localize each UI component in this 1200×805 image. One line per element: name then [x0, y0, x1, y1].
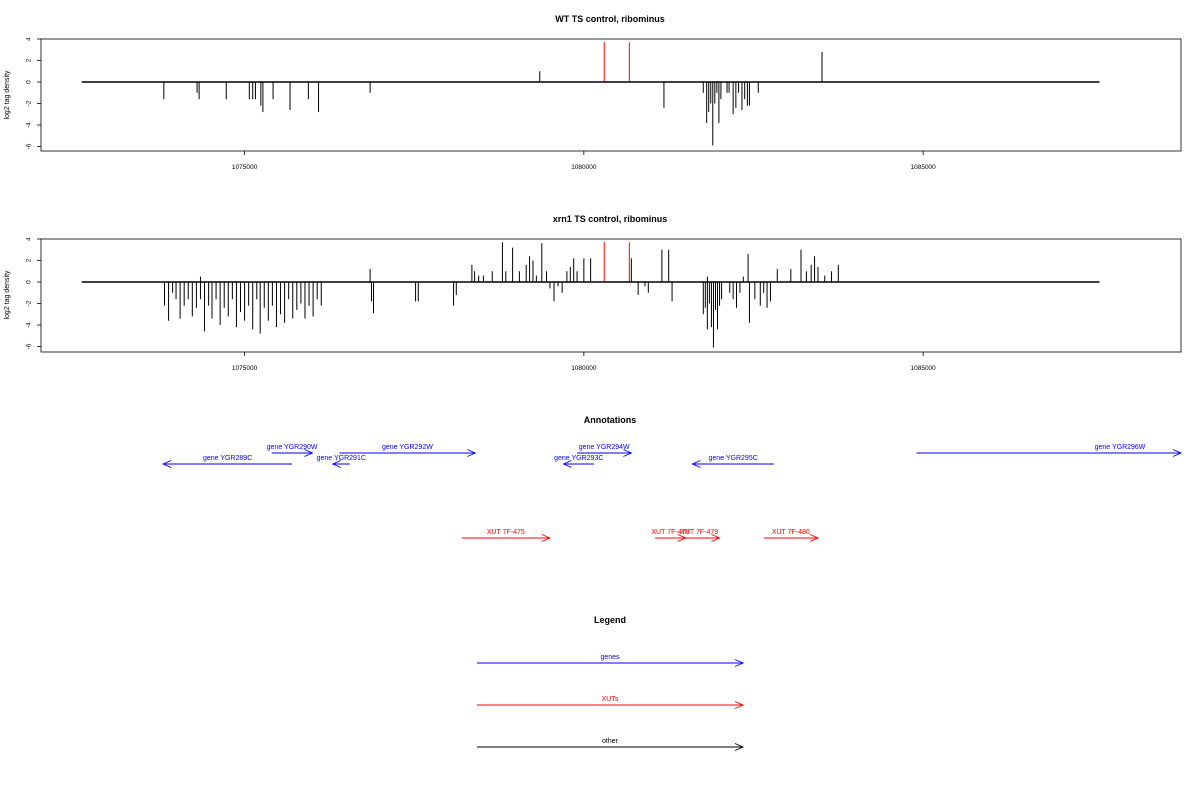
- y-tick-label: -4: [26, 122, 33, 128]
- arrow-label: gene YGR296W: [1095, 444, 1146, 451]
- arrow-label: gene YGR295C: [708, 455, 757, 462]
- x-tick-label: 1075000: [232, 365, 258, 372]
- x-tick-label: 1080000: [571, 164, 597, 171]
- gene-arrow: gene YGR294W: [577, 444, 633, 457]
- arrow-head: [562, 460, 572, 468]
- arrow-head: [711, 534, 721, 542]
- plot-frame: [40, 38, 1182, 152]
- track-panel-wt: WT TS control, ribominus log2 tag densit…: [4, 14, 1182, 171]
- arrow-head: [734, 701, 745, 709]
- arrow-label: XUT 7F-478: [651, 529, 689, 536]
- arrow-label: gene YGR291C: [317, 455, 366, 462]
- legend-item: other: [477, 738, 745, 751]
- arrow-label: XUT 7F-475: [487, 529, 525, 536]
- x-tick-label: 1085000: [910, 365, 936, 372]
- y-tick-label: 2: [26, 258, 33, 262]
- arrow-label: XUT 7F-479: [680, 529, 718, 536]
- x-tick-label: 1080000: [571, 365, 597, 372]
- legend-item: XUTs: [477, 696, 745, 709]
- legend-item: genes: [477, 654, 745, 667]
- arrow-label: gene YGR292W: [382, 444, 433, 451]
- arrow-label: gene YGR290W: [267, 444, 318, 451]
- xut-arrow: XUT 7F-480: [763, 529, 820, 542]
- y-tick-label: 4: [26, 237, 33, 241]
- y-tick-label: 0: [26, 280, 33, 284]
- arrow-head: [304, 449, 314, 457]
- arrow-head: [691, 460, 701, 468]
- y-tick-label: 4: [26, 37, 33, 41]
- arrow-label: XUT 7F-480: [772, 529, 810, 536]
- gene-arrow: gene YGR295C: [691, 455, 774, 468]
- y-tick-label: -6: [26, 343, 33, 349]
- xut-arrow: XUT 7F-479: [678, 529, 721, 542]
- x-tick-label: 1085000: [910, 164, 936, 171]
- arrow-head: [162, 460, 172, 468]
- legend-title: Legend: [594, 615, 626, 625]
- arrow-label: gene YGR293C: [554, 455, 603, 462]
- arrow-label: XUTs: [602, 696, 619, 703]
- panel-title: WT TS control, ribominus: [555, 14, 665, 24]
- arrow-head: [467, 449, 477, 457]
- x-axis-ticks: 1075000 1080000 1085000: [232, 352, 936, 372]
- xut-arrow: XUT 7F-475: [461, 529, 552, 542]
- plot-frame: [40, 238, 1182, 353]
- y-tick-label: 2: [26, 58, 33, 62]
- panel-title: xrn1 TS control, ribominus: [553, 214, 668, 224]
- y-tick-label: -6: [26, 143, 33, 149]
- y-axis-ticks: 4 2 0 -2 -4 -6: [26, 237, 41, 349]
- arrow-head: [734, 659, 745, 667]
- arrow-label: other: [602, 738, 619, 745]
- tag-density-bars: [81, 42, 1100, 146]
- arrow-label: genes: [600, 654, 620, 661]
- gene-arrow: gene YGR296W: [916, 444, 1183, 457]
- arrow-label: gene YGR289C: [203, 455, 252, 462]
- y-tick-label: -2: [26, 300, 33, 306]
- y-tick-label: -2: [26, 100, 33, 106]
- gene-arrows: gene YGR289C gene YGR290W gene YGR291C gene…: [162, 444, 1183, 468]
- y-axis-label: log2 tag density: [4, 70, 11, 120]
- arrow-head: [734, 743, 745, 751]
- annotations-title: Annotations: [584, 415, 637, 425]
- gene-arrow: gene YGR292W: [339, 444, 477, 457]
- arrow-head: [1172, 449, 1183, 457]
- gene-arrow: gene YGR289C: [162, 455, 293, 468]
- gene-arrow: gene YGR293C: [554, 455, 603, 468]
- gene-arrow: gene YGR290W: [267, 444, 318, 457]
- arrow-head: [623, 449, 633, 457]
- tag-density-bars: [81, 242, 1100, 348]
- y-tick-label: -4: [26, 322, 33, 328]
- arrow-label: gene YGR294W: [579, 444, 630, 451]
- legend-items: genes XUTs other: [477, 654, 745, 751]
- y-axis-label: log2 tag density: [4, 270, 11, 320]
- y-tick-label: 0: [26, 80, 33, 84]
- x-axis-ticks: 1075000 1080000 1085000: [232, 151, 936, 171]
- track-panel-xrn1: xrn1 TS control, ribominus log2 tag dens…: [4, 214, 1182, 372]
- arrow-head: [331, 460, 341, 468]
- y-axis-ticks: 4 2 0 -2 -4 -6: [26, 37, 41, 149]
- arrow-head: [541, 534, 552, 542]
- x-tick-label: 1075000: [232, 164, 258, 171]
- arrow-head: [809, 534, 820, 542]
- legend: Legend genes XUTs other: [477, 615, 745, 751]
- gene-arrow: gene YGR291C: [317, 455, 366, 468]
